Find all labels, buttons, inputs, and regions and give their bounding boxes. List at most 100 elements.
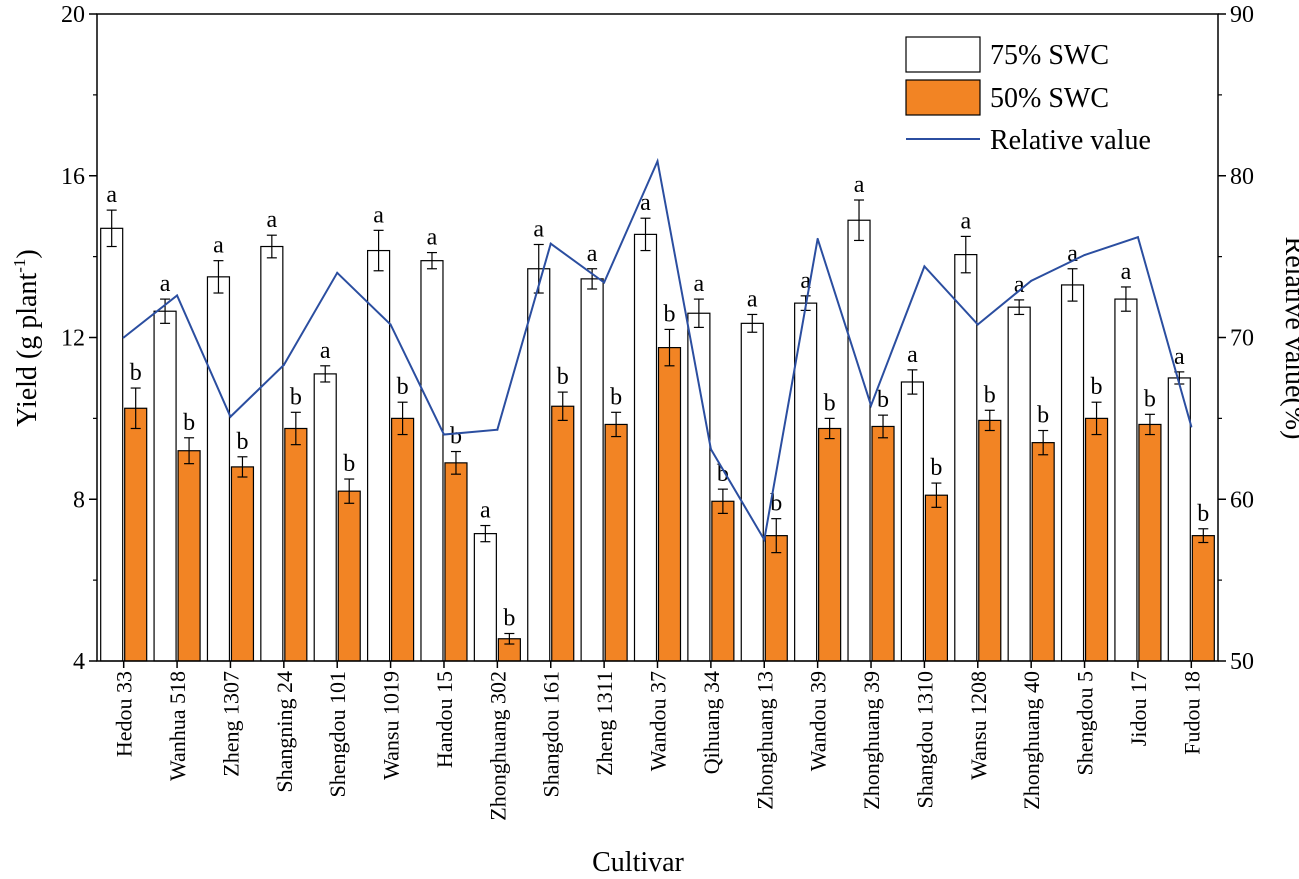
bar-swc75-4 xyxy=(313,373,337,662)
bar-swc75-18 xyxy=(1060,284,1085,662)
relative-value-point-0 xyxy=(122,336,125,339)
x-axis-title: Cultivar xyxy=(592,847,684,878)
sig-letter-swc50-13: b xyxy=(824,390,836,416)
x-tick-label-18: Shengdou 5 xyxy=(1073,671,1098,776)
sig-letter-swc50-17: b xyxy=(1037,403,1049,429)
bar-swc75-9 xyxy=(580,278,604,662)
x-tick-label-15: Shangdou 1310 xyxy=(912,671,937,809)
x-tick-label-20: Fudou 18 xyxy=(1179,671,1204,755)
y-tick-label-1: 8 xyxy=(73,487,85,513)
relative-value-point-6 xyxy=(442,433,445,436)
x-tick-label-9: Zheng 1311 xyxy=(592,671,617,776)
relative-value-point-19 xyxy=(1136,236,1139,239)
relative-value-point-2 xyxy=(229,415,232,418)
bar-swc75-3 xyxy=(260,245,284,662)
x-tick-label-6: Handou 15 xyxy=(432,671,457,768)
bar-swc50-1 xyxy=(177,450,201,662)
y2-tick-label-3: 80 xyxy=(1230,164,1254,190)
bar-swc50-18 xyxy=(1084,417,1109,662)
y2-tick-label-1: 60 xyxy=(1230,487,1254,513)
sig-letter-swc75-0: a xyxy=(106,182,117,208)
bar-swc50-11 xyxy=(711,500,735,662)
bar-swc75-8 xyxy=(527,268,551,662)
sig-letter-swc50-7: b xyxy=(503,606,515,632)
legend-label-swc75: 75% SWC xyxy=(990,40,1109,71)
bar-swc75-11 xyxy=(687,312,711,662)
bar-swc50-10 xyxy=(657,347,682,662)
sig-letter-swc75-1: a xyxy=(160,271,171,297)
bar-swc75-0 xyxy=(100,227,124,662)
relative-value-point-7 xyxy=(496,428,499,431)
sig-letter-swc75-20: a xyxy=(1174,344,1185,370)
sig-letter-swc50-19: b xyxy=(1144,386,1156,412)
sig-letter-swc50-1: b xyxy=(183,410,195,436)
bar-swc50-12 xyxy=(764,535,788,662)
y2-tick-label-2: 70 xyxy=(1230,326,1254,352)
x-tick-label-19: Jidou 17 xyxy=(1126,671,1151,746)
legend-swatch-swc75 xyxy=(905,36,981,73)
sig-letter-swc50-15: b xyxy=(930,455,942,481)
relative-value-point-11 xyxy=(709,448,712,451)
sig-letter-swc75-2: a xyxy=(213,233,224,259)
x-tick-label-8: Shangdou 161 xyxy=(539,671,564,798)
sig-letter-swc50-18: b xyxy=(1091,374,1103,400)
sig-letter-swc50-10: b xyxy=(664,301,676,327)
y-tick-label-2: 12 xyxy=(61,326,85,352)
sig-letter-swc75-18: a xyxy=(1067,241,1078,267)
sig-letter-swc75-10: a xyxy=(640,190,651,216)
sig-letter-swc75-14: a xyxy=(854,172,865,198)
sig-letter-swc50-3: b xyxy=(290,384,302,410)
x-tick-label-17: Zhonghuang 40 xyxy=(1019,671,1044,810)
sig-letter-swc50-0: b xyxy=(130,360,142,386)
sig-letter-swc75-8: a xyxy=(533,216,544,242)
x-tick-label-10: Wandou 37 xyxy=(646,671,671,771)
x-tick-label-2: Zheng 1307 xyxy=(218,671,243,777)
sig-letter-swc50-14: b xyxy=(877,387,889,413)
x-tick-label-3: Shangning 24 xyxy=(272,671,297,793)
y2-tick-label-0: 50 xyxy=(1230,649,1254,675)
bar-swc50-4 xyxy=(337,490,361,662)
bar-swc75-20 xyxy=(1167,377,1191,662)
legend: 75% SWC 50% SWC Relative value xyxy=(905,36,1151,156)
x-tick-label-4: Shengdou 101 xyxy=(325,671,350,798)
relative-value-point-12 xyxy=(763,538,766,541)
sig-letter-swc50-2: b xyxy=(236,429,248,455)
bar-swc75-12 xyxy=(740,322,764,662)
bar-swc75-1 xyxy=(153,310,177,662)
sig-letter-swc50-20: b xyxy=(1197,501,1209,527)
relative-value-point-20 xyxy=(1190,425,1193,428)
sig-letter-swc75-9: a xyxy=(587,241,598,267)
sig-letter-swc75-17: a xyxy=(1014,272,1025,298)
sig-letter-swc50-5: b xyxy=(397,374,409,400)
axes-frame: 4 8 12 16 20 50 60 70 80 90 Hedou 33 Wanhua 518 Zhen… xyxy=(61,2,1254,821)
bar-swc50-9 xyxy=(604,423,628,662)
bar-swc50-0 xyxy=(124,407,148,662)
sig-letter-swc50-4: b xyxy=(343,451,355,477)
relative-value-point-10 xyxy=(656,160,659,163)
sig-letter-swc50-6: b xyxy=(450,424,462,450)
legend-label-line: Relative value xyxy=(990,125,1151,156)
sig-letter-swc75-5: a xyxy=(373,202,384,228)
bar-swc75-6 xyxy=(420,260,444,662)
x-tick-label-0: Hedou 33 xyxy=(112,671,137,757)
y-tick-label-0: 4 xyxy=(73,649,85,675)
relative-value-point-16 xyxy=(976,323,979,326)
sig-letter-swc50-16: b xyxy=(984,382,996,408)
bar-swc50-14 xyxy=(871,425,895,662)
bar-swc75-13 xyxy=(794,302,818,662)
bar-swc75-19 xyxy=(1114,298,1138,662)
bar-swc75-17 xyxy=(1007,306,1031,662)
relative-value-point-4 xyxy=(336,271,339,274)
sig-letter-swc75-11: a xyxy=(694,271,705,297)
legend-label-swc50: 50% SWC xyxy=(990,83,1109,114)
relative-value-point-14 xyxy=(870,404,873,407)
y-tick-label-4: 20 xyxy=(61,2,85,28)
sig-letter-swc75-6: a xyxy=(427,225,438,251)
relative-value-point-5 xyxy=(389,323,392,326)
bar-swc50-13 xyxy=(818,427,842,662)
bar-swc75-2 xyxy=(206,276,231,662)
bar-swc50-17 xyxy=(1031,442,1055,662)
sig-letter-swc75-16: a xyxy=(960,208,971,234)
